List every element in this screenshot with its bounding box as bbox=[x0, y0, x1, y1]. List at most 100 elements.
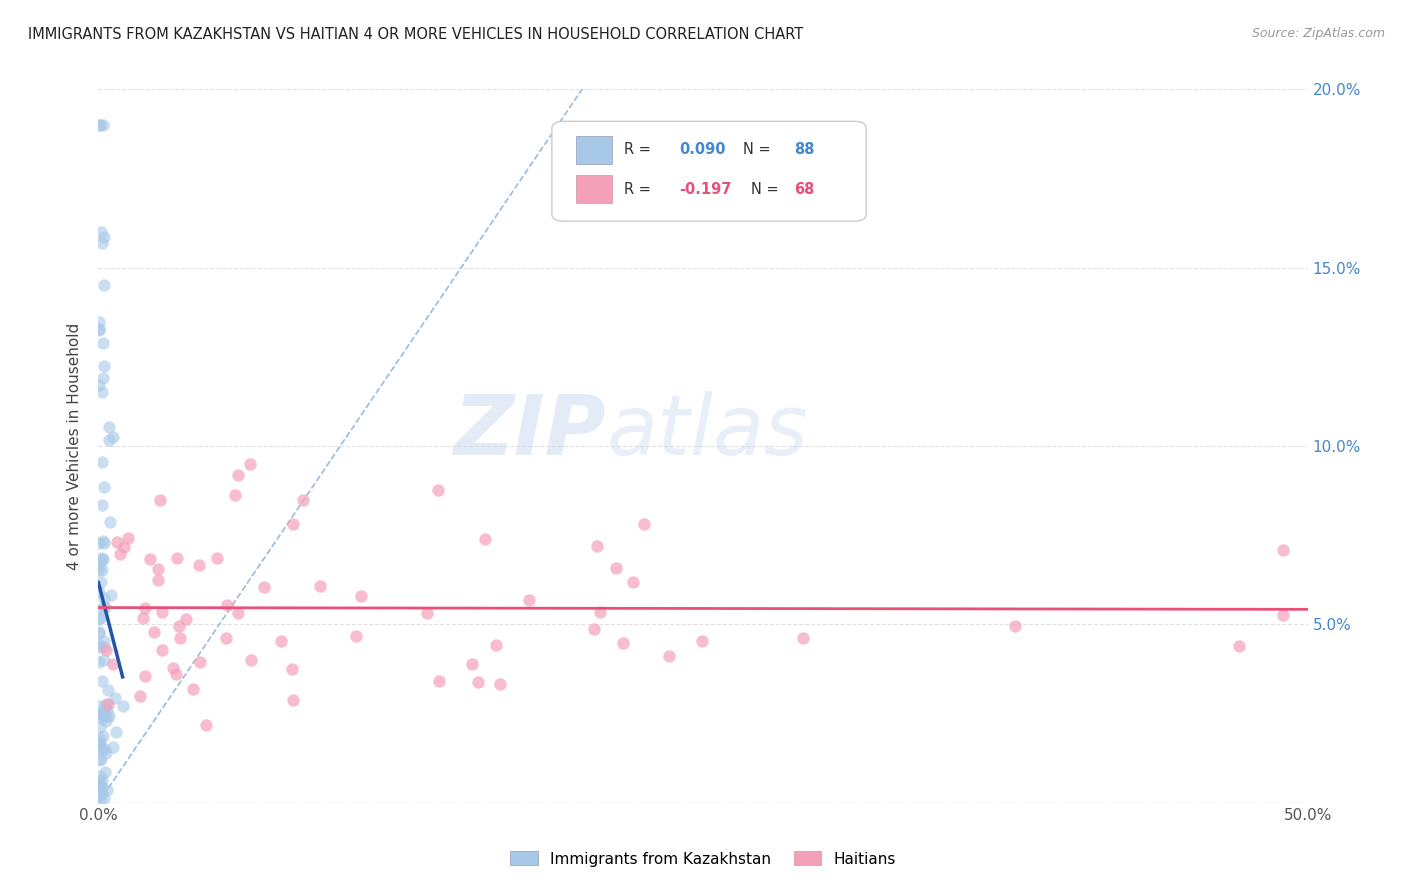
Point bbox=[195, 718, 218, 732]
Point bbox=[87, 322, 110, 336]
Point bbox=[93, 653, 115, 667]
Point bbox=[1272, 607, 1295, 622]
Point bbox=[89, 742, 111, 756]
Point bbox=[149, 492, 172, 507]
Point bbox=[89, 775, 111, 789]
Point bbox=[89, 625, 111, 640]
Point bbox=[281, 517, 304, 532]
Point bbox=[94, 714, 117, 728]
Point bbox=[91, 772, 114, 787]
Text: N =: N = bbox=[742, 143, 775, 157]
Point bbox=[489, 677, 512, 691]
Point bbox=[215, 631, 238, 645]
Point bbox=[87, 585, 110, 599]
Point bbox=[87, 603, 110, 617]
Point bbox=[169, 631, 191, 645]
Point bbox=[87, 323, 110, 337]
Point bbox=[91, 236, 114, 251]
Point bbox=[474, 532, 496, 546]
Point bbox=[90, 563, 112, 577]
Point bbox=[111, 699, 134, 714]
Point bbox=[110, 547, 132, 561]
Point bbox=[87, 118, 110, 132]
Point bbox=[90, 225, 112, 239]
Point bbox=[150, 642, 173, 657]
Point bbox=[181, 681, 204, 696]
Point bbox=[633, 516, 655, 531]
Point bbox=[350, 590, 373, 604]
Point bbox=[93, 600, 115, 615]
Point bbox=[167, 619, 190, 633]
Point bbox=[103, 429, 125, 443]
Point bbox=[589, 605, 612, 619]
Y-axis label: 4 or more Vehicles in Household: 4 or more Vehicles in Household bbox=[67, 322, 83, 570]
Point bbox=[612, 636, 634, 650]
Point bbox=[139, 552, 162, 566]
Point bbox=[93, 700, 115, 714]
Point bbox=[134, 601, 156, 615]
Text: R =: R = bbox=[624, 182, 657, 196]
Point bbox=[87, 698, 110, 713]
Point bbox=[91, 118, 114, 132]
Point bbox=[281, 662, 304, 676]
Point bbox=[87, 625, 110, 640]
Point bbox=[98, 515, 121, 529]
Point bbox=[87, 536, 110, 550]
Text: 88: 88 bbox=[793, 143, 814, 157]
Point bbox=[93, 707, 115, 722]
Point bbox=[582, 622, 605, 636]
Point bbox=[205, 551, 228, 566]
Point bbox=[90, 780, 112, 795]
Point bbox=[467, 675, 489, 690]
Text: Source: ZipAtlas.com: Source: ZipAtlas.com bbox=[1251, 27, 1385, 40]
Point bbox=[91, 742, 114, 756]
Point bbox=[89, 118, 111, 132]
Point bbox=[91, 455, 114, 469]
Point bbox=[89, 769, 111, 783]
Point bbox=[96, 698, 118, 712]
Point bbox=[94, 742, 117, 756]
Point bbox=[89, 563, 111, 577]
Point bbox=[93, 535, 115, 549]
Point bbox=[89, 753, 111, 767]
Point bbox=[89, 612, 111, 626]
Point bbox=[117, 531, 139, 545]
Point bbox=[101, 740, 124, 755]
Point bbox=[91, 673, 114, 688]
Point bbox=[253, 580, 276, 594]
Point bbox=[89, 640, 111, 654]
Point bbox=[93, 634, 115, 648]
Point bbox=[188, 655, 211, 669]
Point bbox=[90, 498, 112, 512]
Point bbox=[96, 783, 118, 797]
Point bbox=[586, 539, 609, 553]
Point bbox=[91, 534, 114, 549]
Point bbox=[90, 385, 112, 400]
Point bbox=[93, 278, 115, 293]
Point bbox=[91, 729, 114, 743]
FancyBboxPatch shape bbox=[551, 121, 866, 221]
Point bbox=[93, 764, 115, 779]
Point bbox=[427, 483, 450, 497]
Point bbox=[93, 591, 115, 606]
Point bbox=[1004, 618, 1026, 632]
Point bbox=[132, 611, 155, 625]
Point bbox=[142, 624, 165, 639]
Point bbox=[166, 550, 188, 565]
Point bbox=[101, 657, 124, 671]
Text: R =: R = bbox=[624, 143, 657, 157]
Point bbox=[176, 612, 198, 626]
Point bbox=[1227, 639, 1250, 653]
Point bbox=[150, 605, 173, 619]
Point bbox=[104, 691, 127, 706]
Point bbox=[91, 371, 114, 385]
Point bbox=[91, 552, 114, 566]
Point bbox=[89, 558, 111, 573]
Text: ZIP: ZIP bbox=[454, 392, 606, 472]
Point bbox=[605, 560, 627, 574]
Point bbox=[240, 653, 263, 667]
Point bbox=[416, 606, 439, 620]
Point bbox=[93, 480, 115, 494]
Text: N =: N = bbox=[751, 182, 783, 196]
Point bbox=[89, 706, 111, 720]
